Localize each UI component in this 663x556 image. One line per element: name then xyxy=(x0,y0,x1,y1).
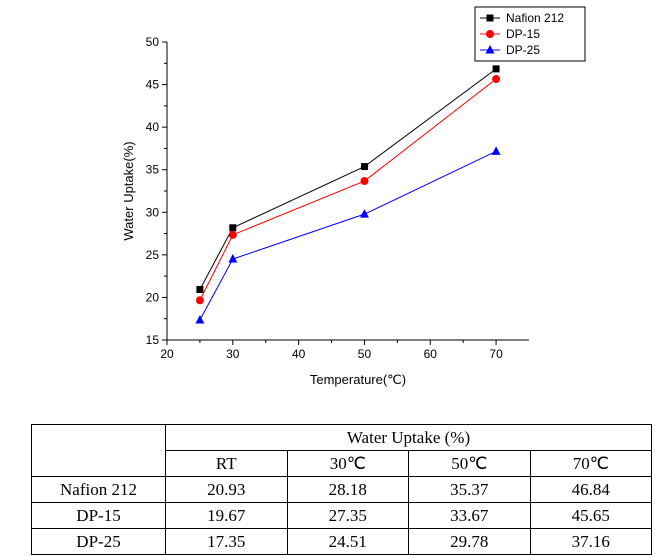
data-point-square xyxy=(360,163,368,171)
table-cell: 46.84 xyxy=(529,476,652,503)
water-uptake-chart: 20 30 40 50 60 70 15 20 25 30 35 40 45 50 Temperature(… xyxy=(121,6,586,387)
data-point-square xyxy=(196,286,204,294)
legend-label: DP-15 xyxy=(506,27,540,41)
table-title: Water Uptake (%) xyxy=(165,424,652,451)
table-header-row: RT 30℃ 50℃ 70℃ xyxy=(32,450,652,477)
x-tick-label: 40 xyxy=(292,347,306,361)
x-tick-label: 70 xyxy=(489,347,503,361)
y-tick-label: 30 xyxy=(146,205,160,219)
data-point-square xyxy=(229,224,237,232)
table-cell: 35.37 xyxy=(408,476,531,503)
table-title-row: Water Uptake (%) xyxy=(31,424,652,477)
row-label: DP-15 xyxy=(31,502,166,529)
column-header: 70℃ xyxy=(529,450,652,477)
table-cell: 33.67 xyxy=(408,502,531,529)
table-cell: 24.51 xyxy=(286,528,409,555)
y-tick-label: 45 xyxy=(146,78,160,92)
series-line-dp-25 xyxy=(199,150,497,321)
data-point-triangle xyxy=(359,209,369,218)
x-tick-label: 20 xyxy=(160,347,174,361)
water-uptake-table: Water Uptake (%) RT 30℃ 50℃ 70℃ Nafion 2… xyxy=(31,424,652,555)
data-point-square xyxy=(492,65,500,73)
legend-label: Nafion 212 xyxy=(506,11,564,25)
table-corner-cell xyxy=(31,424,166,477)
table-row: DP-25 17.35 24.51 29.78 37.16 xyxy=(31,528,652,555)
y-tick-label: 15 xyxy=(146,333,160,347)
row-label: Nafion 212 xyxy=(31,476,166,503)
legend-label: DP-25 xyxy=(506,43,540,57)
data-point-circle xyxy=(195,296,204,305)
column-header: 30℃ xyxy=(286,450,409,477)
y-tick-label: 35 xyxy=(146,163,160,177)
table-cell: 27.35 xyxy=(286,502,409,529)
x-tick-label: 60 xyxy=(424,347,438,361)
data-point-circle xyxy=(360,177,369,186)
data-point-triangle xyxy=(228,254,238,263)
data-point-circle xyxy=(492,75,501,84)
table-cell: 20.93 xyxy=(165,476,288,503)
data-point-square xyxy=(486,14,494,22)
chart-series xyxy=(195,65,501,324)
chart-canvas: 20 30 40 50 60 701520253035404550Temperature(… xyxy=(121,6,586,387)
x-tick-label: 30 xyxy=(226,347,240,361)
y-axis-title: Water Uptake(%) xyxy=(121,141,136,240)
chart-axes: 20 30 40 50 60 701520253035404550Temperature(… xyxy=(121,35,529,387)
data-point-triangle xyxy=(491,146,501,155)
table-cell: 28.18 xyxy=(286,476,409,503)
table-row: DP-15 19.67 27.35 33.67 45.65 xyxy=(31,502,652,529)
y-tick-label: 40 xyxy=(146,120,160,134)
data-point-triangle xyxy=(195,314,205,324)
table-row: Nafion 212 20.93 28.18 35.37 46.84 xyxy=(31,476,652,503)
table-cell: 37.16 xyxy=(529,528,652,555)
data-point-triangle xyxy=(485,45,495,54)
x-tick-label: 50 xyxy=(358,347,372,361)
y-tick-label: 25 xyxy=(146,248,160,262)
chart-legend: Nafion 212 DP-15 DP-25 xyxy=(474,6,586,62)
series-line-dp-15 xyxy=(199,78,497,301)
data-point-circle xyxy=(486,30,494,38)
table-cell: 45.65 xyxy=(529,502,652,529)
table-cell: 17.35 xyxy=(165,528,288,555)
table-cell: 19.67 xyxy=(165,502,288,529)
x-axis-title: Temperature(℃) xyxy=(310,372,406,387)
y-tick-label: 20 xyxy=(146,290,160,304)
series-line-nafion-212 xyxy=(199,68,497,290)
y-tick-label: 50 xyxy=(146,35,160,49)
column-header: RT xyxy=(165,450,288,477)
table-cell: 29.78 xyxy=(408,528,531,555)
row-label: DP-25 xyxy=(31,528,166,555)
data-point-circle xyxy=(228,230,237,239)
column-header: 50℃ xyxy=(408,450,531,477)
